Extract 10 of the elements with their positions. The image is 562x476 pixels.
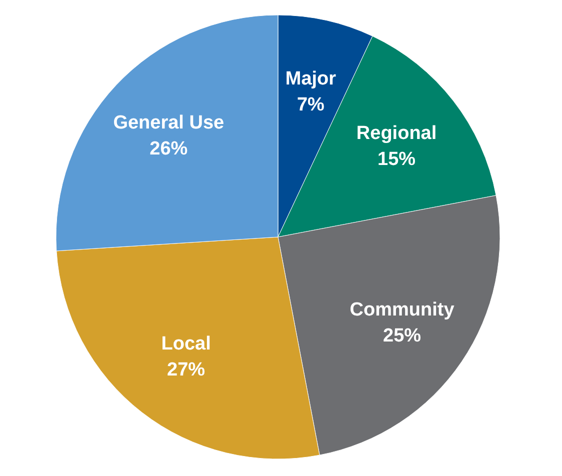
slice-label: General Use [113,112,224,134]
data-label: 7% [296,94,325,116]
data-label: 25% [383,325,422,346]
slice-label: Local [161,334,211,355]
data-label: 15% [378,149,416,170]
data-label: 26% [150,138,188,160]
data-label: 27% [167,360,206,381]
slice-label: Regional [356,123,437,144]
slice-label: Major [285,68,337,90]
slice-label: Community [350,299,455,320]
